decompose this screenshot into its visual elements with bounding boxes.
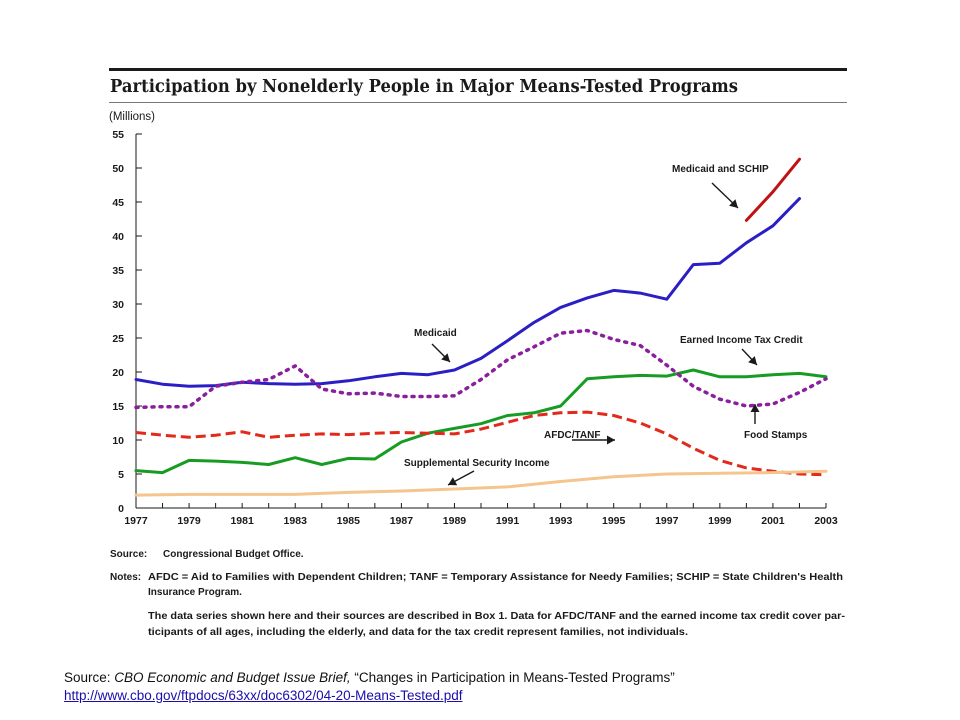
- note-line-4: ticipants of all ages, including the eld…: [148, 627, 688, 638]
- y-tick-label-30: 30: [112, 299, 124, 311]
- y-tick-label-25: 25: [112, 333, 124, 345]
- label-medicaid: Medicaid: [414, 328, 457, 339]
- x-tick-label-1991: 1991: [496, 515, 520, 527]
- y-tick-label-40: 40: [112, 231, 124, 243]
- arrowhead-medicaid-and-schip: [729, 199, 738, 208]
- footer-source-link[interactable]: http://www.cbo.gov/ftpdocs/63xx/doc6302/…: [64, 688, 463, 703]
- title-top-rule: [109, 68, 847, 71]
- x-tick-label-1989: 1989: [443, 515, 467, 527]
- y-tick-label-55: 55: [112, 129, 124, 141]
- arrowhead-food-stamps: [750, 404, 760, 412]
- footer-source-prefix: Source:: [64, 670, 115, 685]
- y-tick-label-5: 5: [118, 469, 124, 481]
- arrowhead-medicaid: [441, 353, 450, 362]
- source-label: Source:: [110, 549, 147, 560]
- x-tick-label-1999: 1999: [708, 515, 732, 527]
- series-line-medicaid: [134, 197, 801, 388]
- label-food-stamps: Food Stamps: [744, 430, 808, 441]
- label-supplemental-security-income: Supplemental Security Income: [404, 458, 550, 469]
- y-axis-label: (Millions): [109, 111, 155, 123]
- footer-source-title: CBO Economic and Budget Issue Brief,: [114, 670, 351, 685]
- x-tick-label-1983: 1983: [284, 515, 308, 527]
- source-text: Congressional Budget Office.: [163, 549, 304, 560]
- notes-label: Notes:: [110, 572, 141, 583]
- note-line-3: The data series shown here and their sou…: [148, 611, 845, 622]
- y-tick-label-45: 45: [112, 197, 124, 209]
- plot-area: 0 5 10 15 20 25 30 35 40 45 50 55 1977 1979 1981 1983 19…: [112, 129, 838, 527]
- x-tick-label-1985: 1985: [337, 515, 361, 527]
- y-tick-label-0: 0: [118, 503, 124, 515]
- y-tick-label-10: 10: [112, 435, 124, 447]
- x-tick-label-1993: 1993: [549, 515, 573, 527]
- y-tick-label-20: 20: [112, 367, 124, 379]
- footer-source: Source: CBO Economic and Budget Issue Br…: [64, 670, 675, 685]
- arrowhead-afdc-tanf: [607, 435, 615, 445]
- note-line-1: AFDC = Aid to Families with Dependent Ch…: [148, 572, 843, 583]
- chart-title: Participation by Nonelderly People in Ma…: [110, 77, 738, 97]
- note-line-2: Insurance Program.: [148, 587, 242, 598]
- label-earned-income-tax-credit: Earned Income Tax Credit: [680, 335, 803, 346]
- x-tick-label-1987: 1987: [390, 515, 414, 527]
- x-tick-label-1995: 1995: [602, 515, 626, 527]
- footer-source-rest: “Changes in Participation in Means-Teste…: [350, 670, 675, 685]
- series-line-medicaid-and-schip: [744, 157, 801, 222]
- x-tick-label-1979: 1979: [177, 515, 201, 527]
- x-tick-label-1981: 1981: [230, 515, 254, 527]
- series-line-supplemental-security-income: [134, 469, 828, 497]
- x-tick-label-1977: 1977: [124, 515, 148, 527]
- label-afdc-tanf: AFDC/TANF: [544, 430, 600, 441]
- label-medicaid-and-schip: Medicaid and SCHIP: [672, 164, 769, 175]
- series-line-earned-income-tax-credit: [134, 368, 828, 475]
- y-tick-label-35: 35: [112, 265, 124, 277]
- arrowhead-supplemental-security-income: [448, 477, 458, 486]
- annotations: Medicaid and SCHIP Medicaid Earned Income …: [404, 164, 808, 486]
- x-tick-label-1997: 1997: [655, 515, 679, 527]
- y-tick-label-15: 15: [112, 401, 124, 413]
- arrowhead-earned-income-tax-credit: [748, 356, 757, 365]
- x-tick-label-2001: 2001: [761, 515, 785, 527]
- series-line-food-stamps: [134, 328, 828, 410]
- y-tick-label-50: 50: [112, 163, 124, 175]
- x-tick-label-2003: 2003: [814, 515, 838, 527]
- series-line-afdc-tanf: [135, 410, 827, 477]
